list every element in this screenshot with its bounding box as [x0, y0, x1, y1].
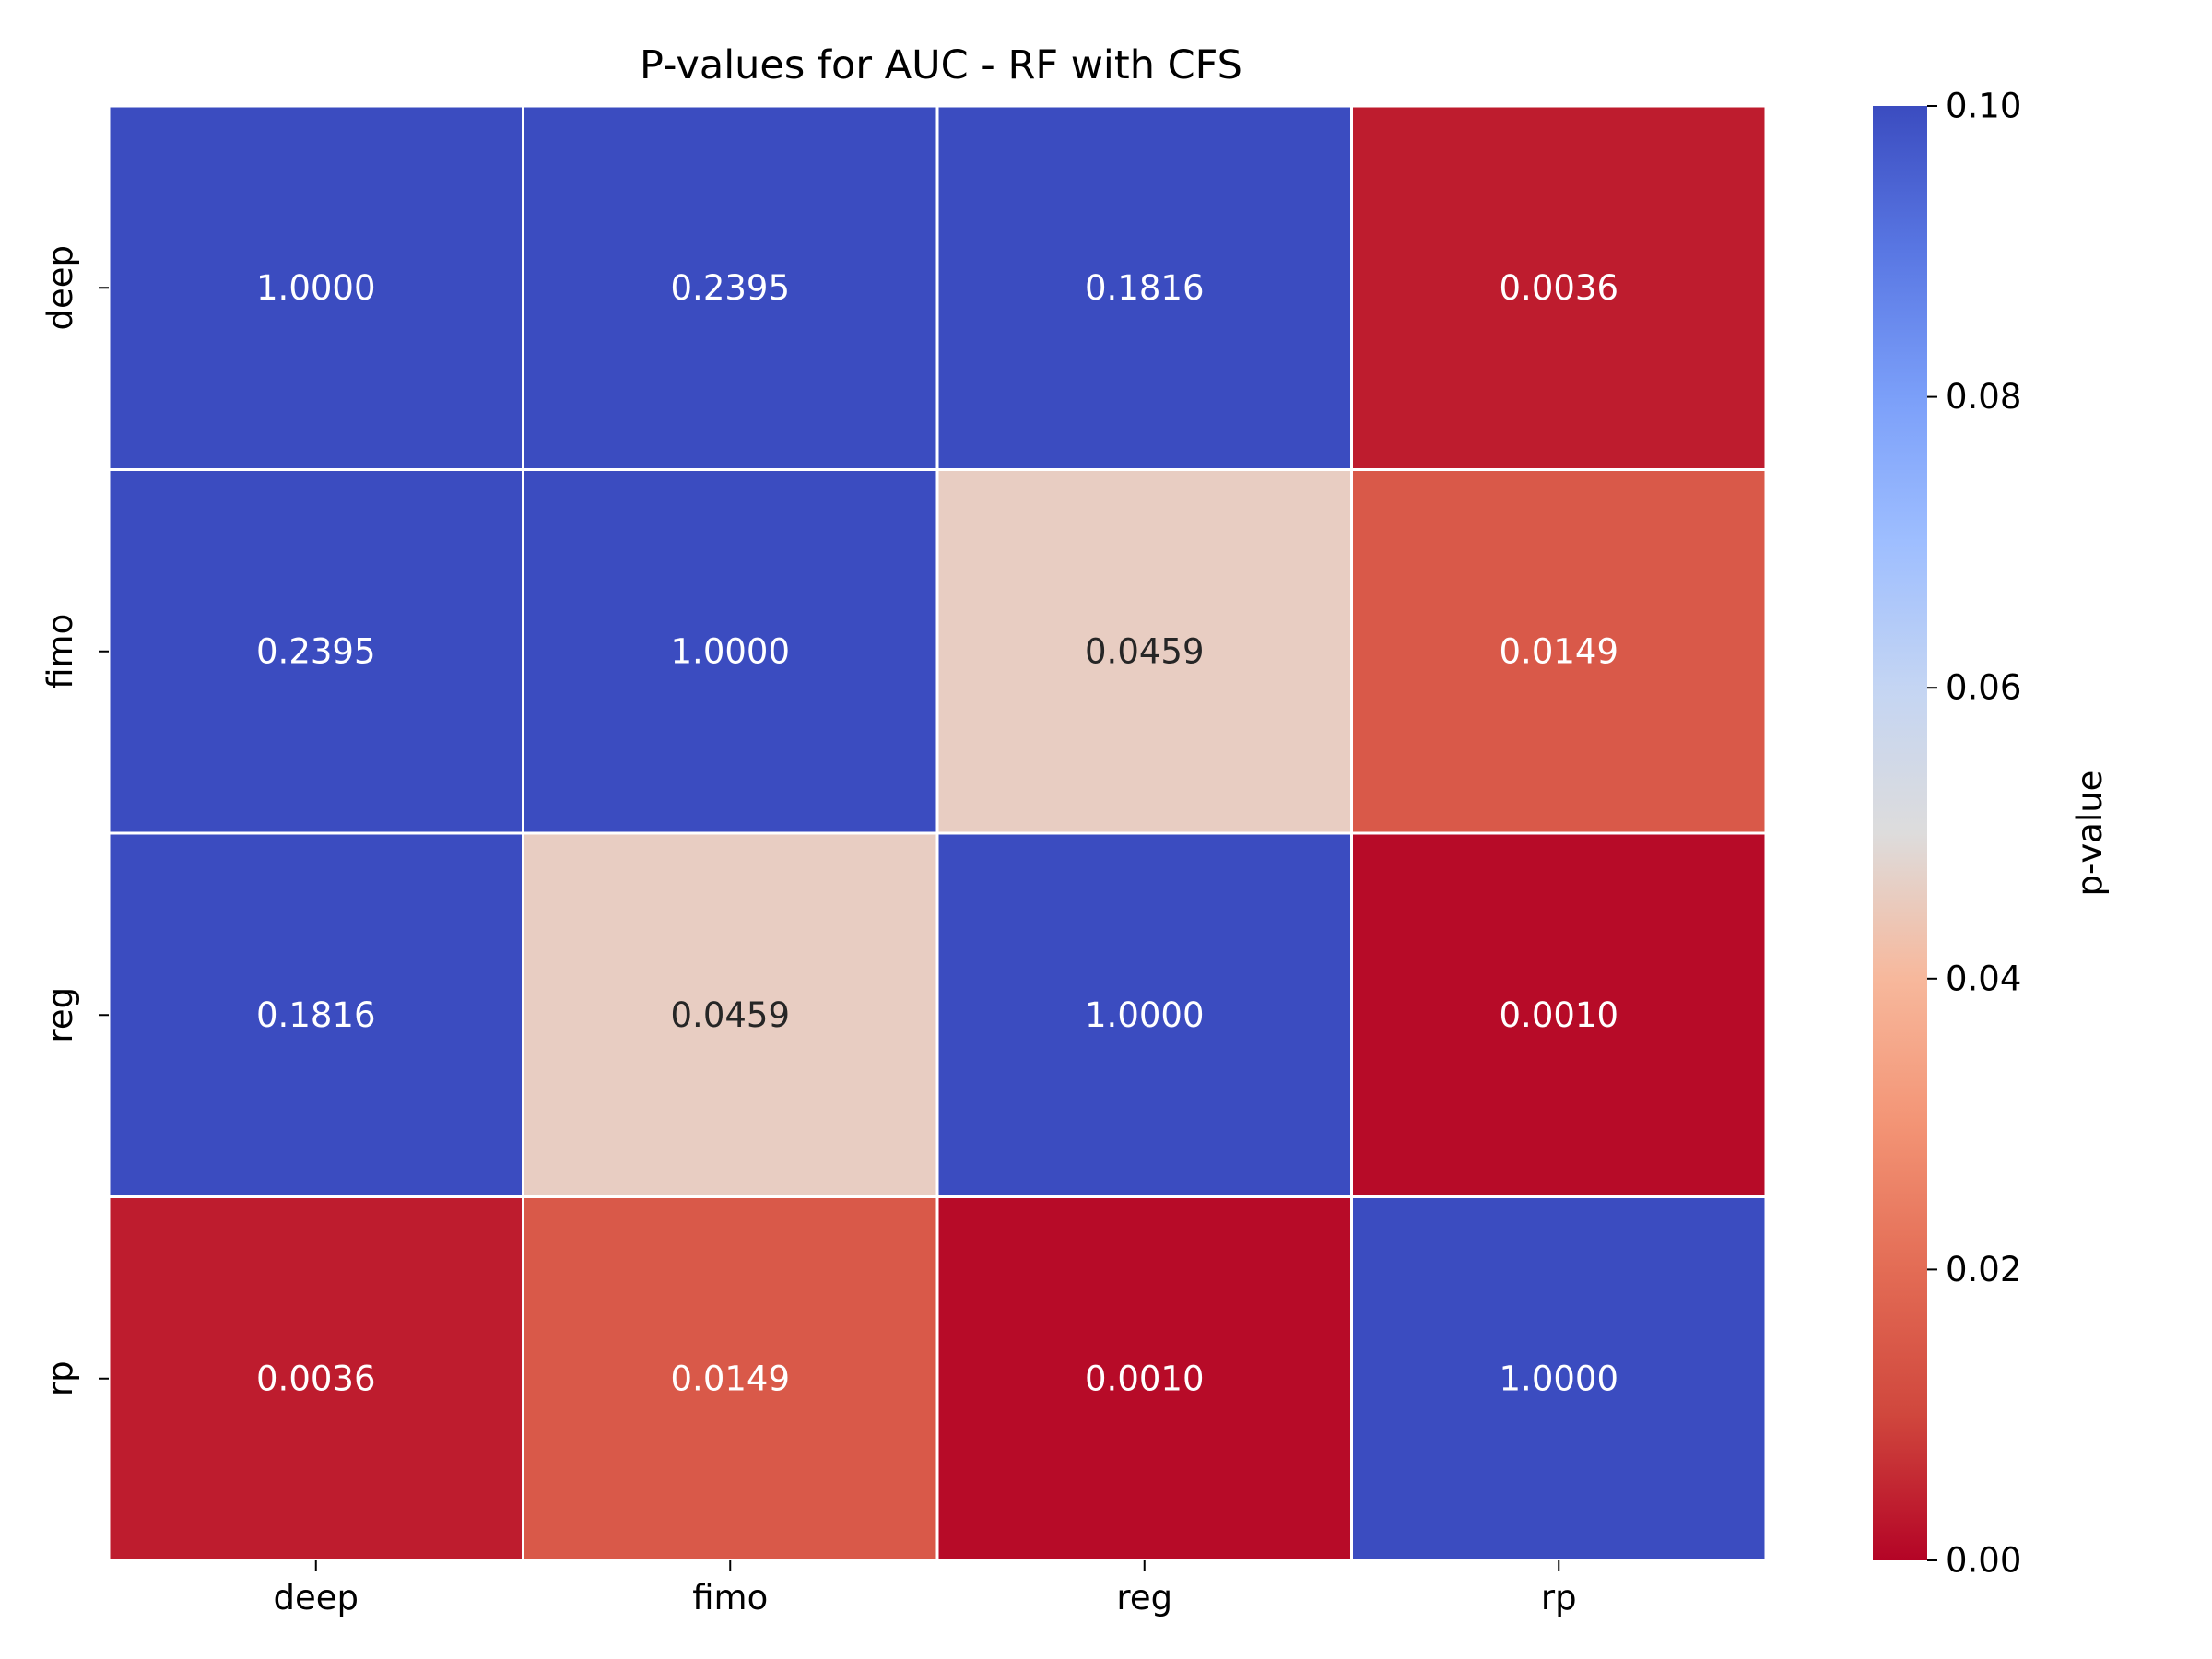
- x-tick-label: reg: [1116, 1578, 1172, 1618]
- cell-value-label: 1.0000: [671, 631, 790, 671]
- cell-value-label: 0.0149: [1500, 631, 1618, 671]
- cell-value-label: 0.0149: [671, 1359, 790, 1398]
- y-tick-label: deep: [41, 245, 80, 331]
- colorbar-tick-label: 0.08: [1946, 377, 2021, 417]
- y-tick-label: reg: [41, 987, 80, 1043]
- heatmap-cell-fimo-fimo: [522, 468, 939, 835]
- colorbar-label: p-value: [2070, 771, 2110, 897]
- heatmap-cell-rp-deep: [107, 1195, 524, 1562]
- heatmap-cell-fimo-deep: [107, 468, 524, 835]
- cell-value-label: 0.1816: [256, 995, 375, 1035]
- colorbar-tick-label: 0.10: [1946, 87, 2021, 126]
- heatmap-cell-rp-rp: [1350, 1195, 1768, 1562]
- heatmap-cell-reg-fimo: [522, 831, 939, 1198]
- heatmap-cell-deep-reg: [935, 104, 1353, 471]
- cell-value-label: 0.2395: [256, 631, 375, 671]
- cell-value-label: 0.0010: [1500, 995, 1618, 1035]
- colorbar: 0.00 0.02 0.04 0.06 0.08 0.10 p-value: [1873, 87, 2110, 1581]
- y-tick-label: rp: [41, 1360, 80, 1396]
- colorbar-gradient: [1873, 106, 1927, 1560]
- x-tick-label: rp: [1541, 1578, 1577, 1618]
- cell-value-label: 0.0036: [256, 1359, 375, 1398]
- heatmap-cell-reg-rp: [1350, 831, 1768, 1198]
- x-tick-label: deep: [274, 1578, 359, 1618]
- colorbar-ticks: 0.00 0.02 0.04 0.06 0.08 0.10: [1927, 87, 2021, 1581]
- heatmap-cell-deep-rp: [1350, 104, 1768, 471]
- cell-value-label: 0.0459: [1085, 631, 1204, 671]
- x-axis: deep fimo reg rp: [274, 1560, 1577, 1618]
- heatmap-cell-deep-fimo: [522, 104, 939, 471]
- cell-value-label: 1.0000: [1085, 995, 1204, 1035]
- colorbar-tick-label: 0.06: [1946, 668, 2021, 708]
- cell-value-label: 0.0459: [671, 995, 790, 1035]
- cell-value-label: 0.0036: [1500, 268, 1618, 308]
- cell-value-label: 0.2395: [671, 268, 790, 308]
- cell-value-label: 0.1816: [1085, 268, 1204, 308]
- chart-title: P-values for AUC - RF with CFS: [640, 42, 1242, 88]
- heatmap-cell-rp-reg: [935, 1195, 1353, 1562]
- heatmap-cell-fimo-rp: [1350, 468, 1768, 835]
- y-axis: deep fimo reg rp: [41, 245, 109, 1396]
- heatmap-cell-labels: 1.0000 0.2395 0.1816 0.0036 0.2395 1.0000 0.04…: [256, 268, 1618, 1399]
- heatmap-cell-deep-deep: [107, 104, 524, 471]
- colorbar-tick-label: 0.00: [1946, 1541, 2021, 1581]
- y-tick-label: fimo: [41, 614, 80, 689]
- cell-value-label: 0.0010: [1085, 1359, 1204, 1398]
- cell-value-label: 1.0000: [256, 268, 375, 308]
- colorbar-tick-label: 0.04: [1946, 959, 2021, 998]
- heatmap-cells: [107, 104, 1768, 1562]
- x-tick-label: fimo: [692, 1578, 768, 1618]
- cell-value-label: 1.0000: [1500, 1359, 1618, 1398]
- colorbar-tick-label: 0.02: [1946, 1250, 2021, 1289]
- heatmap-cell-rp-fimo: [522, 1195, 939, 1562]
